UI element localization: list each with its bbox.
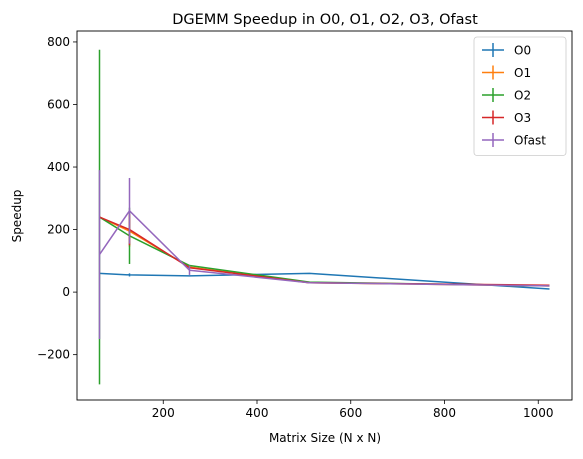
legend-item-o3: O3 xyxy=(482,110,531,125)
plot-area xyxy=(98,49,550,385)
legend-item-o1: O1 xyxy=(482,65,531,80)
legend: O0 O1 O2 O3 Ofast xyxy=(473,36,567,156)
series-o0 xyxy=(99,272,550,290)
x-tick-label: 600 xyxy=(339,406,362,420)
x-tick-label: 200 xyxy=(152,406,175,420)
x-tick-label: 800 xyxy=(433,406,456,420)
y-axis: −200 0 200 400 600 800 xyxy=(37,35,77,362)
legend-item-o0: O0 xyxy=(482,43,531,58)
x-tick-label: 400 xyxy=(246,406,269,420)
y-tick-label: 800 xyxy=(47,35,70,49)
y-tick-label: −200 xyxy=(37,348,70,362)
chart-title: DGEMM Speedup in O0, O1, O2, O3, Ofast xyxy=(172,12,478,28)
y-axis-label: Speedup xyxy=(10,190,24,243)
x-axis: 200 400 600 800 1000 xyxy=(152,400,554,420)
legend-label-o1: O1 xyxy=(514,66,531,80)
series-line-o0 xyxy=(99,272,550,290)
legend-item-ofast: Ofast xyxy=(482,133,546,148)
legend-label-ofast: Ofast xyxy=(514,134,546,148)
series-ofast xyxy=(98,170,550,340)
legend-label-o2: O2 xyxy=(514,89,531,103)
legend-box xyxy=(473,36,567,156)
x-tick-label: 1000 xyxy=(523,406,554,420)
y-tick-label: 400 xyxy=(47,160,70,174)
legend-item-o2: O2 xyxy=(482,88,531,103)
axes-frame xyxy=(76,30,573,401)
legend-label-o0: O0 xyxy=(514,44,531,58)
legend-label-o3: O3 xyxy=(514,111,531,125)
y-tick-label: 600 xyxy=(47,97,70,111)
y-tick-label: 200 xyxy=(47,223,70,237)
series-line-ofast xyxy=(98,210,550,287)
x-axis-label: Matrix Size (N x N) xyxy=(269,431,381,445)
y-tick-label: 0 xyxy=(62,285,70,299)
